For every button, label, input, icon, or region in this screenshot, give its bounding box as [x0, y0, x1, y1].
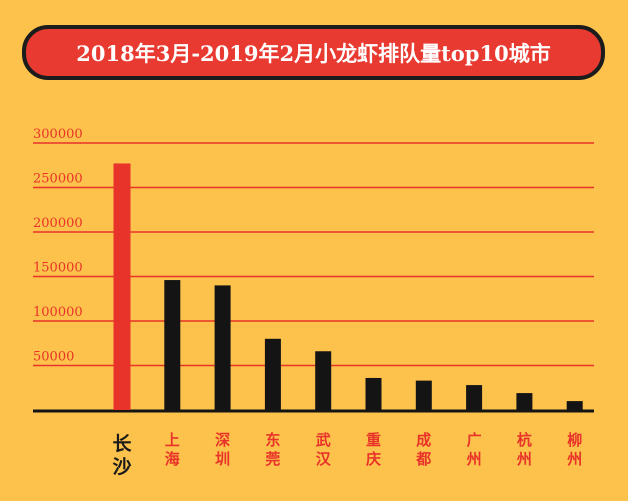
- y-tick-label: 100000: [33, 305, 83, 320]
- chart-title: 2018年3月-2019年2月小龙虾排队量top10城市: [76, 40, 551, 66]
- x-tick-label: 东莞: [265, 431, 280, 468]
- x-tick-label: 上海: [165, 431, 180, 468]
- bar: [214, 285, 231, 410]
- y-tick-label: 250000: [33, 172, 83, 187]
- x-tick-label: 长沙: [112, 433, 132, 478]
- bar: [164, 280, 181, 410]
- bar: [566, 401, 583, 410]
- x-tick-label: 武汉: [316, 431, 332, 468]
- bar: [264, 338, 281, 410]
- x-tick-label: 深圳: [215, 431, 230, 468]
- y-tick-label: 200000: [33, 216, 83, 231]
- x-tick-label: 重庆: [366, 431, 381, 468]
- bar: [466, 385, 483, 410]
- bar: [415, 380, 432, 410]
- bar: [365, 377, 382, 410]
- bar: [516, 393, 533, 410]
- x-tick-label: 广州: [466, 431, 482, 468]
- y-tick-label: 300000: [33, 127, 83, 142]
- y-tick-label: 50000: [33, 350, 74, 365]
- bar: [315, 351, 332, 410]
- x-tick-label: 杭州: [516, 431, 532, 468]
- title-banner: 2018年3月-2019年2月小龙虾排队量top10城市: [22, 25, 605, 80]
- y-axis-ticks: 50000 100000 150000 200000 250000 300000: [33, 127, 83, 365]
- x-tick-label: 柳州: [566, 431, 582, 468]
- bar: [113, 163, 131, 410]
- x-tick-label: 成都: [415, 431, 431, 468]
- y-tick-label: 150000: [33, 261, 83, 276]
- bars: [113, 163, 583, 410]
